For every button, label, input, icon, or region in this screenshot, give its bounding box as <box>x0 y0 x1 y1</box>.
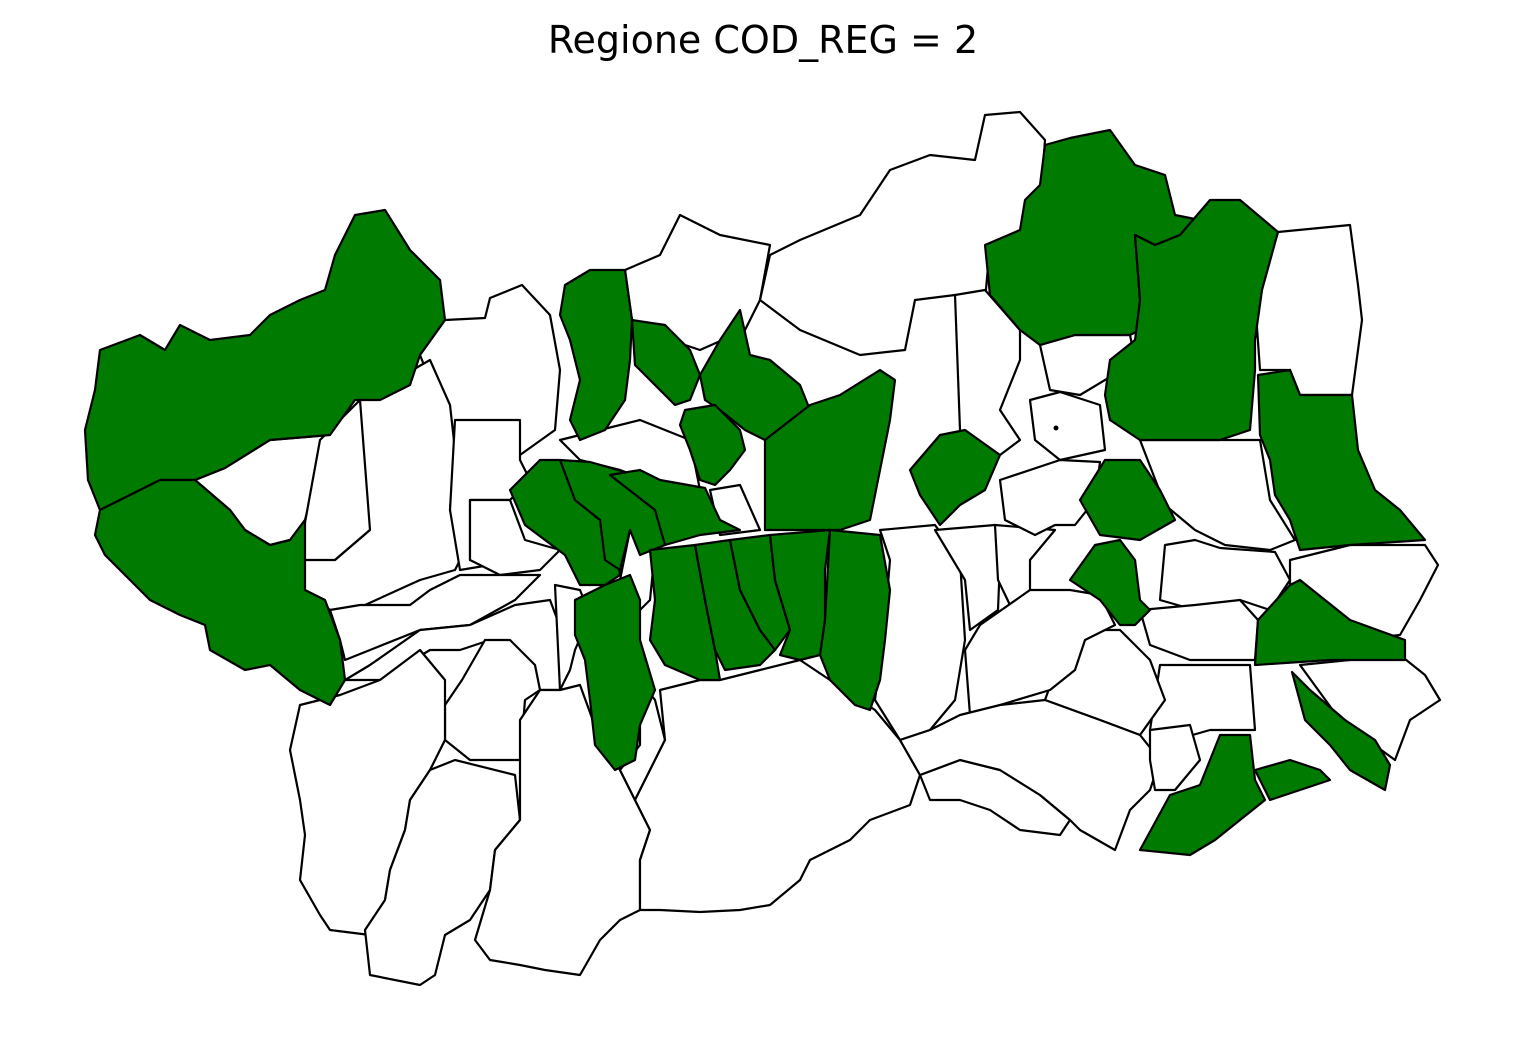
plain-municipality <box>1028 390 1107 462</box>
plain-municipality <box>898 698 1162 852</box>
highlighted-municipality <box>1253 578 1407 667</box>
highlighted-municipality <box>1068 538 1152 627</box>
highlighted-municipality <box>1290 670 1392 792</box>
highlighted-municipality <box>908 428 1002 527</box>
plain-municipality <box>328 573 542 662</box>
highlighted-municipality <box>1103 198 1280 442</box>
plain-municipality <box>298 358 472 612</box>
map-title: Regione COD_REG = 2 <box>547 18 979 62</box>
highlighted-municipality <box>573 573 657 772</box>
plain-municipality <box>1138 438 1297 552</box>
highlighted-municipality <box>630 318 702 407</box>
highlighted-municipality <box>818 528 892 712</box>
plain-municipality <box>1138 598 1260 662</box>
highlighted-municipality <box>608 468 742 547</box>
highlighted-municipality <box>1078 458 1177 542</box>
highlighted-municipality <box>678 403 747 487</box>
plain-municipality <box>363 758 522 987</box>
highlighted-municipality <box>1138 733 1267 857</box>
plain-municipality <box>1148 723 1202 792</box>
highlighted-municipality <box>558 268 634 442</box>
highlighted-municipality <box>1256 368 1427 552</box>
highlighted-municipality <box>768 528 832 662</box>
enclave-dot <box>1053 425 1059 431</box>
plain-municipality <box>468 498 562 577</box>
highlighted-municipality <box>763 368 897 532</box>
highlighted-municipality <box>1253 758 1332 802</box>
highlighted-municipality <box>93 478 347 707</box>
plain-municipality <box>633 658 922 914</box>
